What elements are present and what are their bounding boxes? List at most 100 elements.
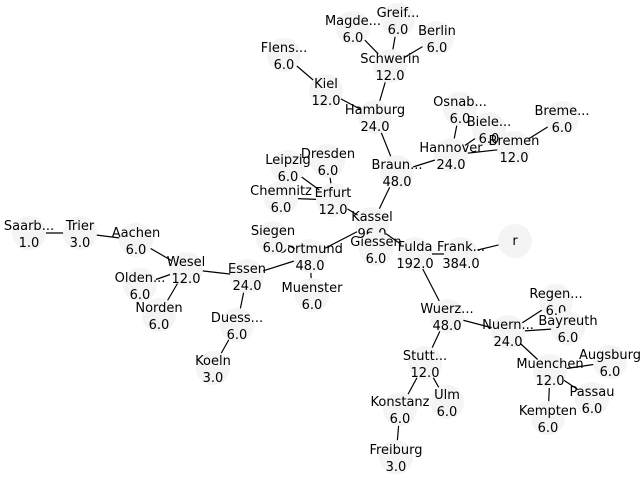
node-label: Giessen	[350, 235, 401, 250]
node-label: Braun...	[371, 158, 422, 173]
node-wuerzburg: Wuerz... 48.0	[420, 299, 474, 334]
node-label: Wesel	[167, 255, 205, 270]
node-value: 6.0	[582, 402, 603, 417]
node-bielefeld: Biele... 6.0	[467, 112, 511, 147]
node-oldenburg: Olden... 6.0	[115, 268, 166, 303]
node-label: Olden...	[115, 271, 166, 286]
node-circle	[551, 311, 585, 345]
node-chemnitz: Chemnitz 6.0	[250, 181, 312, 216]
node-value: 12.0	[172, 272, 201, 287]
node-circle	[358, 100, 392, 134]
node-circle	[196, 351, 230, 385]
node-label: Bayreuth	[538, 314, 597, 329]
node-value: 6.0	[558, 331, 579, 346]
node-value: 48.0	[296, 259, 325, 274]
node-circle	[430, 299, 464, 333]
node-augsburg: Augsburg 6.0	[579, 345, 640, 380]
node-value: 6.0	[130, 288, 151, 303]
node-duesseldorf: Duess... 6.0	[211, 308, 263, 343]
node-circle	[381, 3, 415, 37]
node-label: Aachen	[112, 226, 160, 241]
node-konstanz: Konstanz 6.0	[371, 392, 430, 427]
node-circle	[169, 252, 203, 286]
node-value: 6.0	[271, 201, 292, 216]
node-label: Koeln	[195, 354, 231, 369]
node-value: 6.0	[600, 365, 621, 380]
node-value: 24.0	[494, 335, 523, 350]
node-label: Flens...	[261, 41, 308, 56]
node-circle	[355, 207, 389, 241]
node-muenster: Muenster 6.0	[282, 278, 344, 313]
node-label: Passau	[570, 385, 615, 400]
node-label: Nuern...	[482, 318, 534, 333]
node-essen: Essen 24.0	[228, 259, 266, 294]
node-flensburg: Flens... 6.0	[261, 38, 308, 73]
node-wesel: Wesel 12.0	[167, 252, 205, 287]
node-circle	[220, 308, 254, 342]
node-value: 24.0	[437, 158, 466, 173]
node-circle	[380, 155, 414, 189]
node-circle	[383, 392, 417, 426]
node-value: 6.0	[343, 31, 364, 46]
node-giessen: Giessen 6.0	[350, 232, 402, 267]
node-r: r	[498, 224, 532, 258]
node-label: Chemnitz	[250, 184, 312, 199]
node-circle	[267, 38, 301, 72]
node-label: Berlin	[418, 24, 456, 39]
node-value: 6.0	[302, 298, 323, 313]
node-label: Stutt...	[403, 349, 447, 364]
node-ulm: Ulm 6.0	[430, 385, 464, 420]
node-label: Augsburg	[579, 348, 640, 363]
node-value: 6.0	[437, 405, 458, 420]
node-hannover: Hannover 24.0	[419, 138, 483, 173]
node-circle	[119, 223, 153, 257]
node-value: 6.0	[318, 164, 339, 179]
node-value: 12.0	[376, 69, 405, 84]
node-value: 6.0	[552, 121, 573, 136]
node-label: Greif...	[377, 6, 420, 21]
node-label: Magde...	[325, 14, 381, 29]
node-value: 6.0	[149, 318, 170, 333]
node-value: 1.0	[19, 236, 40, 251]
node-circle	[142, 298, 176, 332]
node-circle	[309, 74, 343, 108]
node-circle	[434, 138, 468, 172]
node-value: 12.0	[536, 374, 565, 389]
node-frankfurt: Frank... 384.0	[437, 237, 485, 272]
node-norden: Norden 6.0	[135, 298, 183, 333]
node-label: Ulm	[434, 388, 460, 403]
node-circle	[373, 49, 407, 83]
node-circle	[398, 237, 432, 271]
node-value: 192.0	[396, 257, 433, 272]
node-value: 6.0	[427, 41, 448, 56]
node-circle	[593, 345, 627, 379]
node-schwerin: Schwerin 12.0	[360, 49, 420, 84]
node-label: Regen...	[529, 287, 582, 302]
node-circle	[379, 440, 413, 474]
node-trier: Trier 3.0	[63, 216, 97, 251]
node-label: Schwerin	[360, 52, 419, 67]
node-berlin: Berlin 6.0	[418, 21, 456, 56]
node-label: Muenchen	[516, 357, 583, 372]
node-bremerhaven: Breme... 6.0	[534, 101, 590, 136]
node-circle	[575, 382, 609, 416]
node-braunschweig: Braun... 48.0	[371, 155, 423, 190]
node-dortmund: Dortmund 48.0	[277, 239, 343, 274]
node-value: 12.0	[411, 366, 440, 381]
node-muenchen: Muenchen 12.0	[516, 354, 584, 389]
node-siegen: Siegen 6.0	[251, 221, 295, 256]
node-label: Muenster	[282, 281, 344, 296]
node-label: Hannover	[419, 141, 483, 156]
node-erfurt: Erfurt 12.0	[315, 183, 351, 218]
node-label: Frank...	[437, 240, 485, 255]
node-label: Kempten	[519, 404, 577, 419]
node-circle	[359, 232, 393, 266]
node-circle	[539, 284, 573, 318]
node-circle	[498, 224, 532, 258]
node-label: Breme...	[534, 104, 589, 119]
node-value: 6.0	[126, 243, 147, 258]
node-stuttgart: Stutt... 12.0	[403, 346, 447, 381]
node-circle	[497, 131, 531, 165]
node-circle	[230, 259, 264, 293]
